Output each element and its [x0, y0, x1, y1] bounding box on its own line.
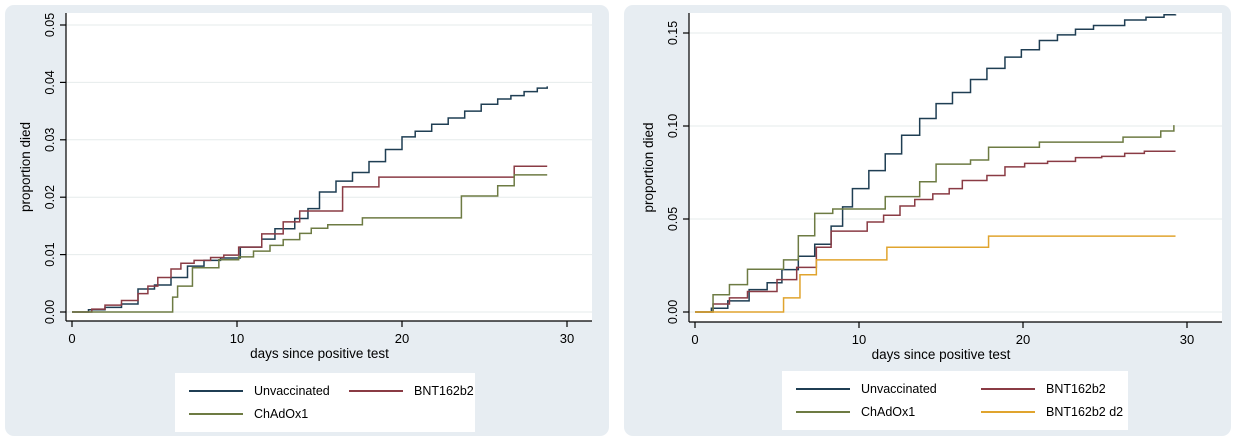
plot-area: [689, 13, 1222, 322]
y-tick-label: 0.02: [43, 185, 57, 209]
legend-label: ChAdOx1: [254, 407, 309, 421]
legend-label: ChAdOx1: [861, 405, 916, 419]
legend-line-swatch: [189, 413, 243, 415]
km-plot-left: 0.00 0.01 0.02 0.03 0.04 0.05 0 10 20 30 days sinc…: [5, 5, 609, 436]
y-tick-label: 0.03: [43, 128, 57, 152]
series-line-bnt162b2: [695, 150, 1176, 313]
legend-line-swatch: [796, 388, 850, 390]
x-tick-label: 20: [395, 331, 409, 346]
y-axis-title: proportion died: [18, 122, 33, 212]
y-tick-label: 0.05: [666, 207, 680, 231]
legend-line-swatch: [981, 388, 1035, 390]
x-axis-title: days since positive test: [872, 347, 1011, 362]
legend-line-swatch: [349, 390, 403, 392]
series-line-unvaccinated: [72, 86, 548, 313]
legend-label: Unvaccinated: [861, 382, 937, 396]
x-tick-label: 20: [1016, 332, 1030, 347]
x-tick-label: 30: [560, 331, 574, 346]
plot-area: [66, 13, 592, 321]
legend-label: Unvaccinated: [254, 384, 330, 398]
legend-line-swatch: [796, 411, 850, 413]
legend-label: BNT162b2 d2: [1046, 405, 1124, 419]
y-tick-label: 0.15: [666, 21, 680, 45]
legend-label: BNT162b2: [414, 384, 474, 398]
y-tick-label: 0.01: [43, 242, 57, 266]
x-tick-label: 10: [230, 331, 244, 346]
legend-line-swatch: [189, 390, 243, 392]
series-line-bnt162b2: [72, 165, 548, 313]
series-line-bnt162b2-d2: [695, 235, 1176, 313]
legend-line-swatch: [981, 411, 1035, 413]
km-plot-right-canvas: 0.00 0.05 0.10 0.15 0 10 20 30 days since positi…: [641, 13, 1222, 362]
x-axis-title: days since positive test: [250, 346, 389, 361]
km-plot-right: 0.00 0.05 0.10 0.15 0 10 20 30 days since positi…: [624, 5, 1231, 436]
legend-item: Unvaccinated: [796, 378, 981, 400]
km-plot-left-canvas: 0.00 0.01 0.02 0.03 0.04 0.05 0 10 20 30 days sinc…: [18, 13, 592, 361]
series-line-chadox1: [72, 174, 548, 313]
series-line-chadox1: [695, 125, 1175, 313]
y-tick-label: 0.04: [43, 70, 57, 94]
legend-item: Unvaccinated: [189, 380, 349, 402]
x-tick-label: 0: [68, 331, 75, 346]
y-axis-title: proportion died: [641, 122, 656, 212]
legend-item: ChAdOx1: [796, 401, 981, 423]
x-tick-label: 0: [691, 332, 698, 347]
y-tick-label: 0.00: [43, 300, 57, 324]
legend-item: ChAdOx1: [189, 403, 349, 425]
y-tick-label: 0.05: [43, 13, 57, 37]
x-tick-label: 10: [852, 332, 866, 347]
series-line-unvaccinated: [695, 14, 1177, 313]
legend-item: BNT162b2: [981, 378, 1128, 400]
legend-label: BNT162b2: [1046, 382, 1106, 396]
y-tick-label: 0.00: [666, 300, 680, 324]
legend-item: BNT162b2: [349, 380, 475, 402]
y-tick-label: 0.10: [666, 114, 680, 138]
x-tick-label: 30: [1180, 332, 1194, 347]
legend-right: Unvaccinated BNT162b2 ChAdOx1 BNT162b2 d2: [782, 371, 1128, 430]
legend-left: Unvaccinated BNT162b2 ChAdOx1: [175, 373, 475, 432]
legend-item: BNT162b2 d2: [981, 401, 1128, 423]
